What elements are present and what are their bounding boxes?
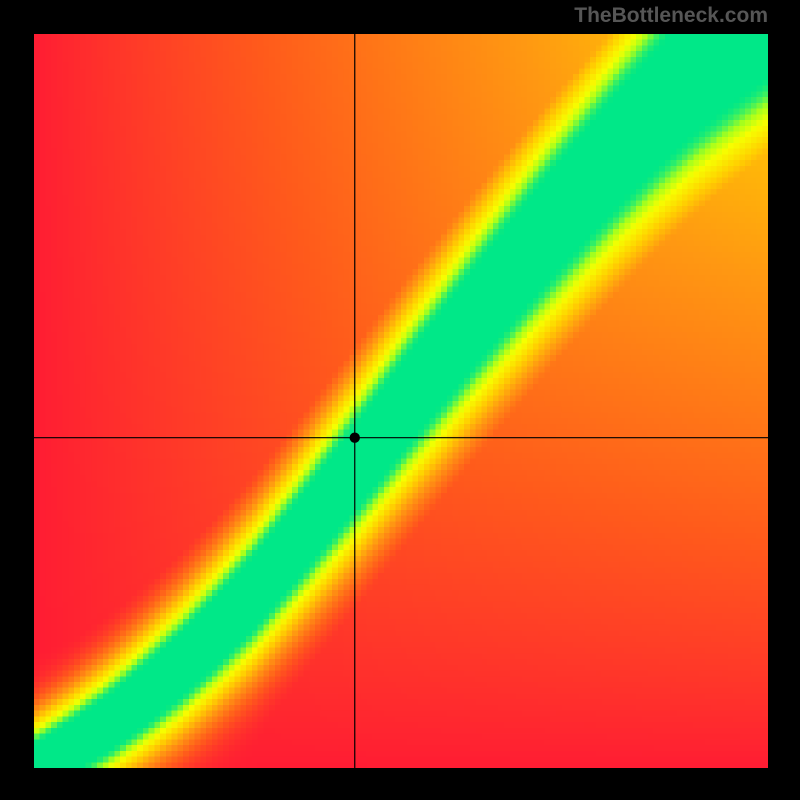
chart-container: TheBottleneck.com: [0, 0, 800, 800]
bottleneck-heatmap: [34, 34, 768, 768]
watermark-text: TheBottleneck.com: [574, 4, 768, 28]
